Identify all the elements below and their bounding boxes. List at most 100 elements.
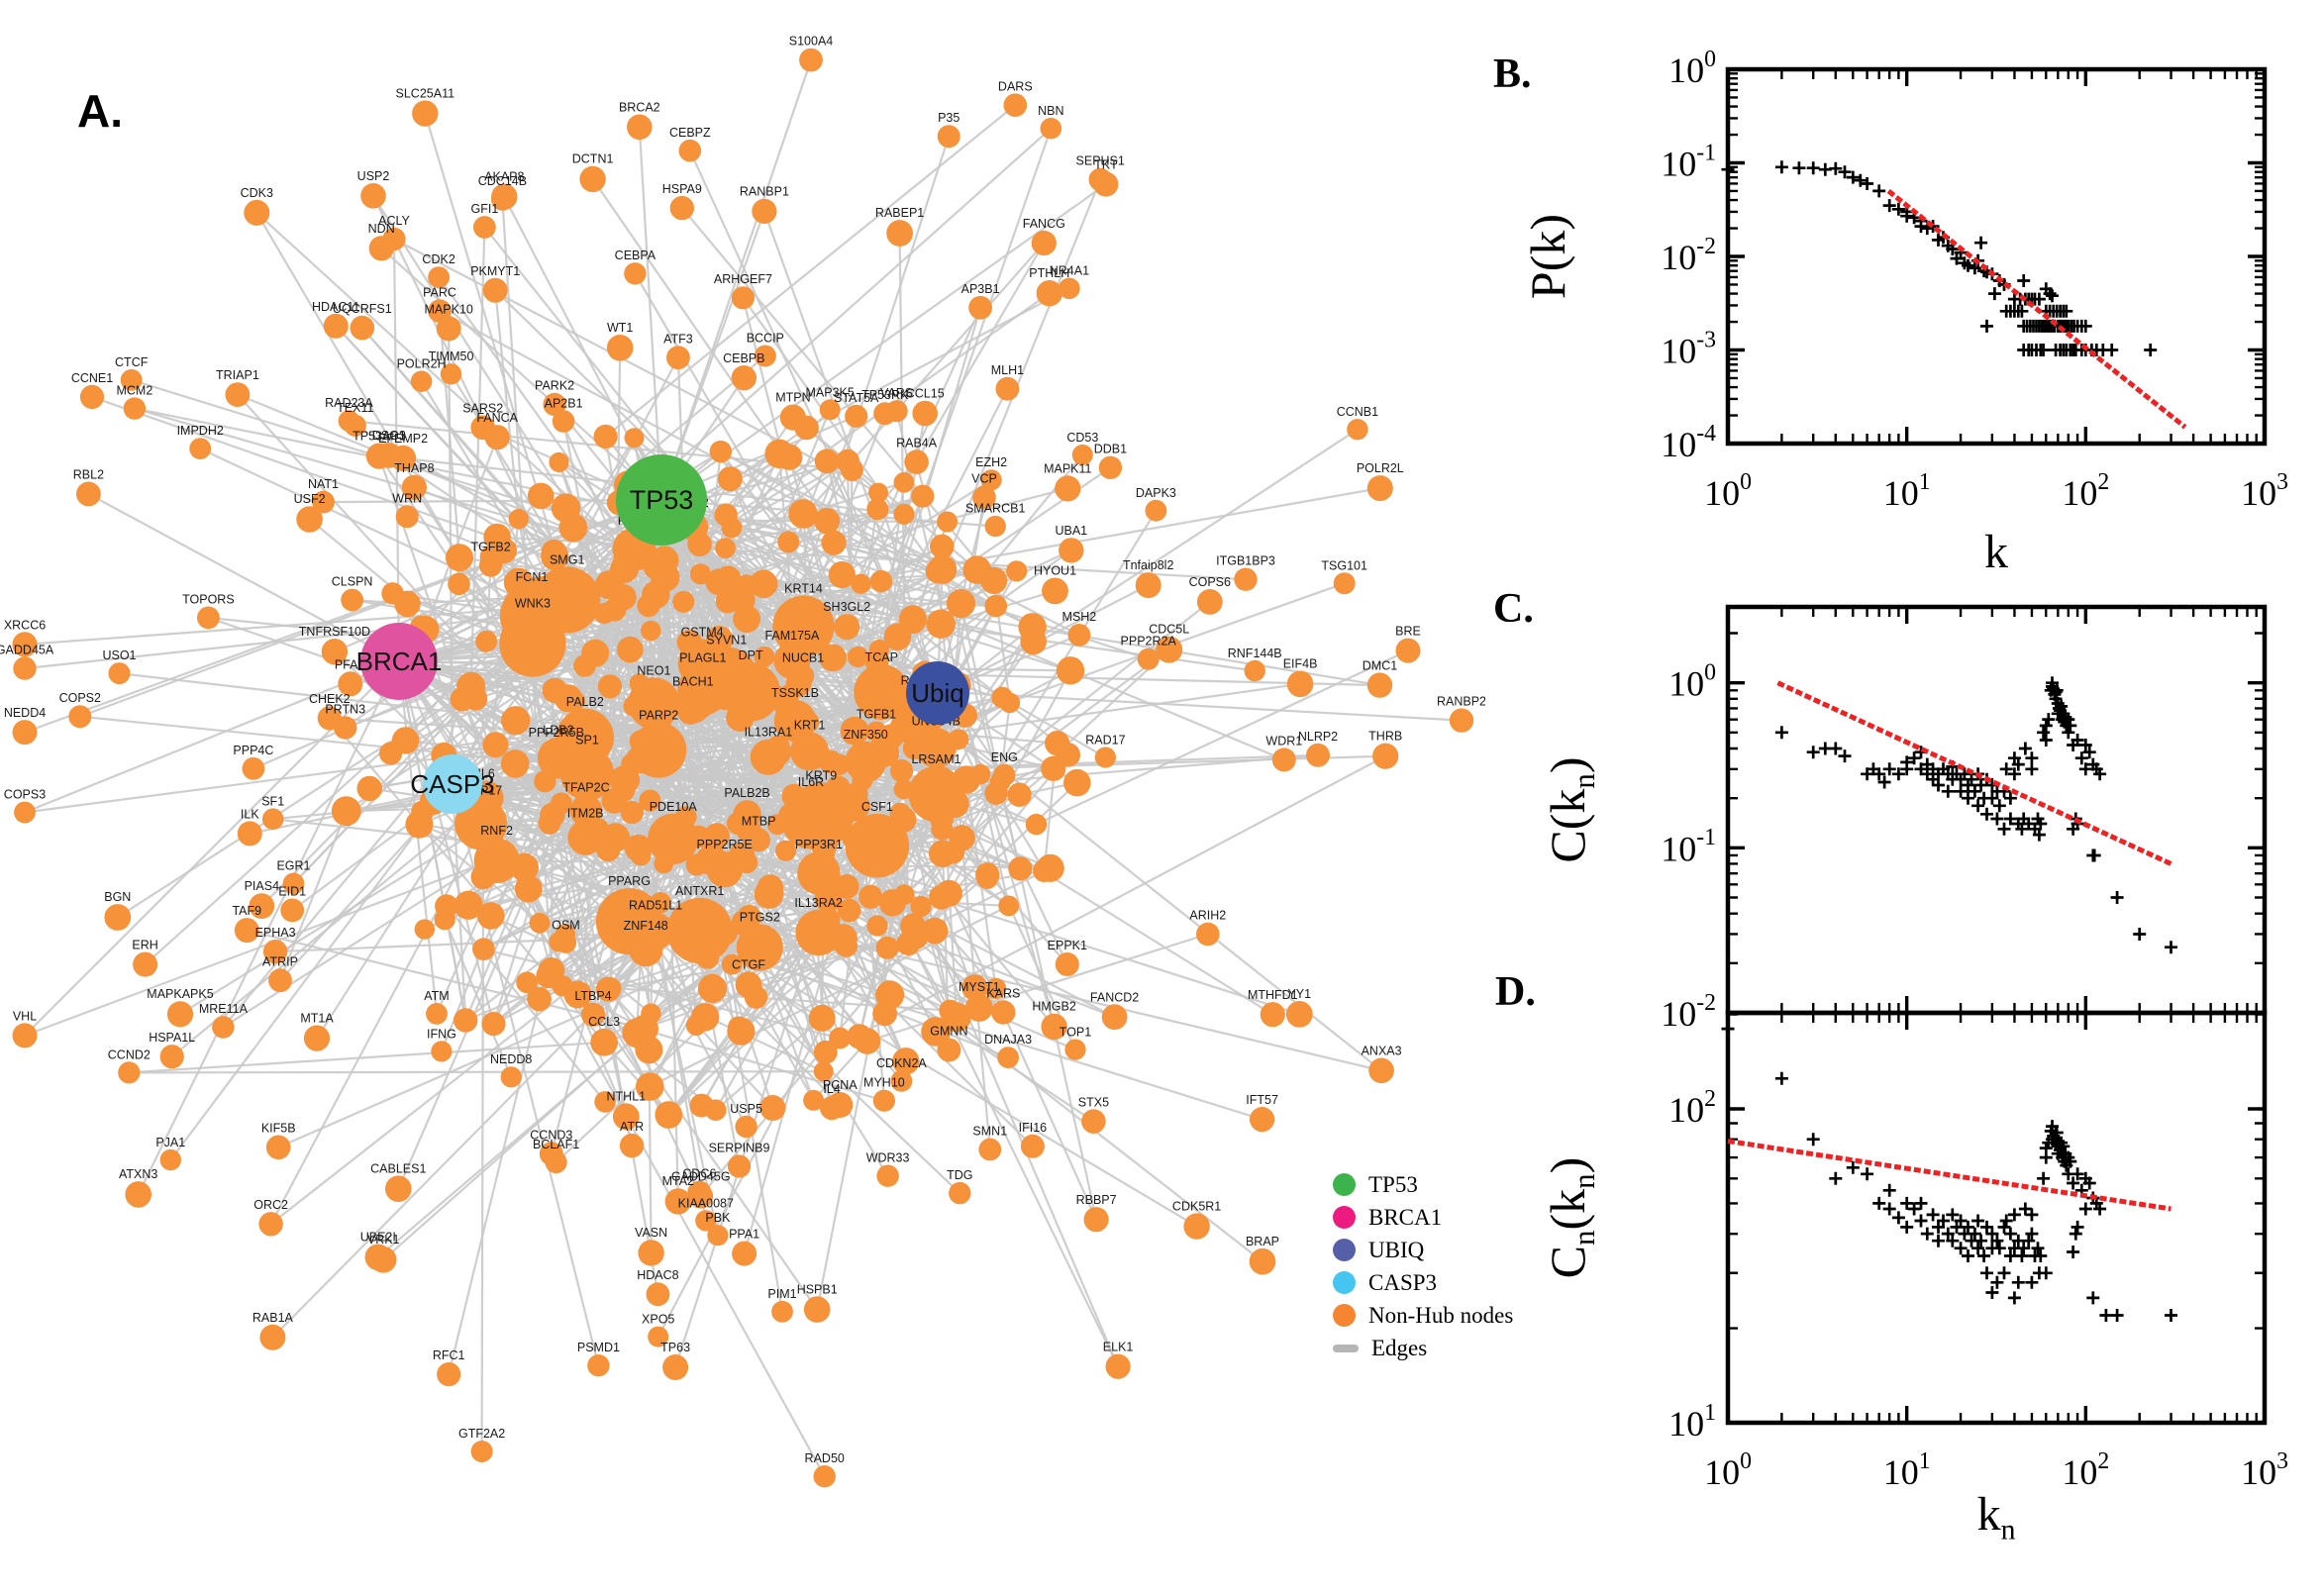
gene-label: TOPORS — [182, 593, 235, 607]
gene-label: TKT — [1094, 158, 1118, 172]
network-node — [885, 400, 908, 423]
network-node — [759, 1095, 786, 1121]
network-node — [527, 986, 552, 1012]
gene-label: CDC14B — [478, 174, 527, 188]
gene-label: PPA1 — [729, 1228, 759, 1242]
network-node — [764, 439, 794, 468]
network-node — [876, 1164, 899, 1187]
network-node — [484, 811, 506, 833]
gene-label: TGFB2 — [470, 541, 510, 554]
network-node — [536, 962, 561, 989]
minor-ticks — [1728, 607, 2265, 1013]
network-node — [1042, 577, 1068, 605]
gene-label: CDK3 — [241, 186, 273, 200]
network-node — [930, 534, 955, 559]
gene-label: DNAJA3 — [984, 1033, 1032, 1047]
gene-label: CSF1 — [861, 800, 893, 814]
network-node — [600, 823, 631, 852]
gene-label: CEBPA — [615, 249, 656, 262]
network-node — [1003, 93, 1028, 117]
gene-label: CDC6 — [682, 1167, 716, 1181]
network-node — [814, 508, 841, 535]
gene-label: PARK2 — [535, 379, 574, 393]
fit-line — [1886, 188, 2187, 430]
network-node — [637, 594, 660, 618]
network-node — [892, 1047, 920, 1075]
network-node — [166, 1001, 194, 1028]
gene-label: LTBP4 — [574, 989, 611, 1003]
gene-label: DPT — [739, 648, 763, 662]
gene-label: SH3GL2 — [823, 600, 870, 614]
gene-label: NUCB1 — [782, 650, 824, 664]
network-node — [638, 1240, 664, 1266]
network-node — [712, 920, 738, 946]
network-node — [964, 993, 993, 1022]
gene-label: MAP3K5 — [806, 385, 855, 399]
network-node — [1196, 589, 1223, 615]
tick-label: 100 — [1704, 469, 1752, 513]
gene-label: SYVN1 — [706, 634, 747, 648]
gene-label: P35 — [938, 111, 960, 125]
network-node — [927, 554, 958, 584]
network-node — [189, 438, 212, 459]
network-node — [261, 808, 284, 830]
network-node — [949, 1181, 971, 1205]
network-node — [579, 165, 606, 193]
network-node — [890, 1069, 913, 1092]
gene-label: MAPK11 — [1044, 461, 1091, 475]
legend-item-tp53: TP53 — [1333, 1168, 1513, 1201]
gene-label: ANXA3 — [1362, 1045, 1402, 1058]
gene-label: WRN — [392, 491, 422, 505]
network-node — [931, 818, 954, 841]
network-node — [641, 1003, 661, 1024]
network-node — [356, 775, 382, 802]
gene-label: POLR2H — [397, 356, 447, 370]
major-ticks — [1726, 1013, 2267, 1425]
gene-label: PDE10A — [650, 800, 698, 814]
network-node — [12, 632, 38, 657]
network-node — [534, 770, 556, 793]
network-node — [12, 1023, 38, 1048]
network-node — [242, 756, 265, 780]
gene-label: CCL3 — [588, 1015, 620, 1029]
network-node — [612, 1103, 640, 1131]
network-node — [296, 506, 323, 533]
network-node — [1333, 572, 1356, 595]
network-node — [726, 812, 750, 836]
gene-label: IFT57 — [1246, 1093, 1278, 1107]
network-node — [108, 662, 131, 685]
network-node — [912, 400, 938, 427]
gene-label: HMGB2 — [1032, 1000, 1076, 1014]
gene-label: ARIH2 — [1189, 909, 1226, 923]
network-node — [978, 1138, 1002, 1161]
network-node — [1031, 230, 1057, 256]
network-node — [654, 853, 674, 874]
network-node — [648, 1326, 669, 1347]
network-node — [617, 636, 644, 663]
gene-label: GFI1 — [471, 202, 499, 216]
network-node — [244, 199, 270, 226]
fit-line — [1727, 1139, 2172, 1212]
network-node — [549, 451, 569, 472]
network-node — [1156, 636, 1183, 663]
gene-label: IL6 — [477, 767, 494, 781]
hub-node-casp3 — [423, 754, 482, 814]
network-node — [890, 759, 914, 783]
gene-label: SARS2 — [462, 401, 503, 415]
ubiq-swatch-icon — [1333, 1239, 1356, 1261]
network-node — [851, 743, 878, 769]
network-node — [935, 879, 962, 907]
network-node — [756, 683, 779, 708]
gene-label: PIAS4 — [245, 879, 279, 893]
network-node — [621, 902, 643, 925]
network-node — [401, 474, 427, 500]
network-node — [980, 469, 1002, 491]
gene-label: NLRP2 — [1298, 730, 1338, 744]
network-node — [926, 609, 956, 639]
gene-label: PARP2 — [639, 709, 678, 723]
network-node — [864, 853, 885, 874]
network-node — [483, 523, 511, 551]
network-node — [1285, 1001, 1313, 1028]
gene-label: FANCG — [1023, 217, 1065, 231]
